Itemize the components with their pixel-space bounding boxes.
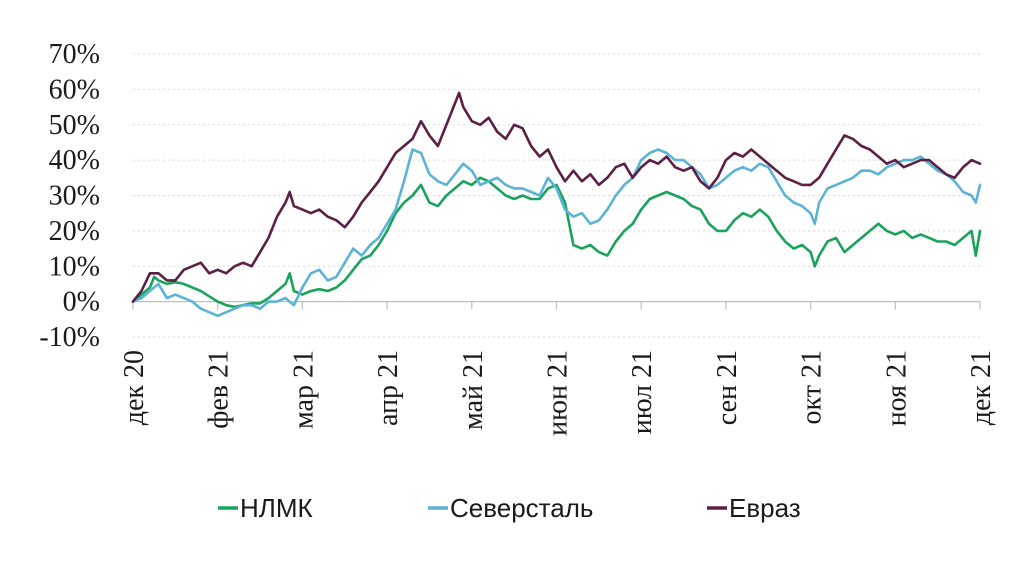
y-tick-label: 40%: [49, 145, 100, 176]
y-tick-label: 30%: [49, 181, 100, 212]
legend-label: Евраз: [729, 493, 801, 523]
series-line-3: [131, 91, 982, 303]
x-tick-label: сен 21: [712, 350, 743, 425]
series-line-2: [131, 148, 982, 318]
x-tick-label: дек 21: [966, 350, 997, 425]
y-tick-label: -10%: [39, 322, 100, 353]
y-tick-label: 50%: [49, 110, 100, 141]
x-tick-label: мар 21: [288, 350, 319, 429]
y-axis-tick-labels: -10% 0% 10% 20% 30% 40% 50% 60% 70%: [39, 39, 100, 353]
grid: [133, 53, 980, 338]
legend-label: Северсталь: [450, 493, 593, 523]
x-tick-label: фев 21: [204, 350, 235, 429]
x-tick-label: дек 20: [119, 350, 150, 425]
series-line-1: [131, 176, 982, 309]
x-tick-label: июн 21: [543, 350, 574, 436]
y-tick-label: 0%: [63, 287, 100, 318]
x-tick-label: ноя 21: [881, 350, 912, 426]
y-tick-label: 60%: [49, 74, 100, 105]
legend-label: НЛМК: [240, 493, 313, 523]
y-tick-label: 70%: [49, 39, 100, 70]
y-tick-label: 10%: [49, 251, 100, 282]
series-lines: [131, 91, 982, 318]
x-tick-label: апр 21: [373, 350, 404, 426]
y-tick-label: 20%: [49, 216, 100, 247]
x-tick-label: май 21: [458, 350, 489, 430]
x-tick-label: июл 21: [627, 350, 658, 434]
x-axis-tick-labels: дек 20 фев 21 мар 21 апр 21 май 21 июн 21 июл …: [119, 350, 997, 436]
x-tick-label: окт 21: [797, 350, 828, 424]
legend: НЛМК Северсталь Евраз: [218, 493, 801, 523]
